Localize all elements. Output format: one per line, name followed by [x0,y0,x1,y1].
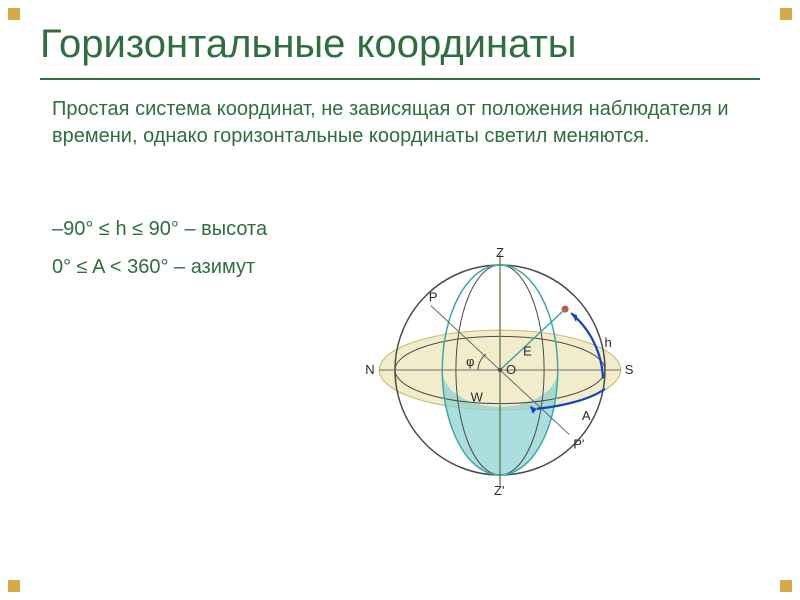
formulas-block: –90° ≤ h ≤ 90° – высота 0° ≤ A < 360° – … [52,210,267,286]
formula-azimuth: 0° ≤ A < 360° – азимут [52,248,267,286]
svg-text:P': P' [573,437,584,452]
svg-text:E: E [523,343,532,358]
svg-text:S: S [625,362,634,377]
svg-text:P: P [429,289,438,304]
corner-tick-tr [780,8,792,20]
svg-text:A: A [582,408,591,423]
corner-tick-bl [8,580,20,592]
slide-title: Горизонтальные координаты [40,22,577,67]
svg-text:O: O [506,362,516,377]
celestial-sphere-diagram: Z Z' N S E W O P P' φ h A [330,220,670,520]
svg-text:h: h [605,335,612,350]
slide-description: Простая система координат, не зависящая … [52,96,748,150]
svg-text:φ: φ [466,354,474,369]
svg-text:N: N [365,362,374,377]
svg-text:Z: Z [496,245,504,260]
corner-tick-br [780,580,792,592]
formula-altitude: –90° ≤ h ≤ 90° – высота [52,210,267,248]
svg-text:W: W [471,390,484,405]
title-underline [40,78,760,80]
svg-text:Z': Z' [494,483,504,498]
corner-tick-tl [8,8,20,20]
